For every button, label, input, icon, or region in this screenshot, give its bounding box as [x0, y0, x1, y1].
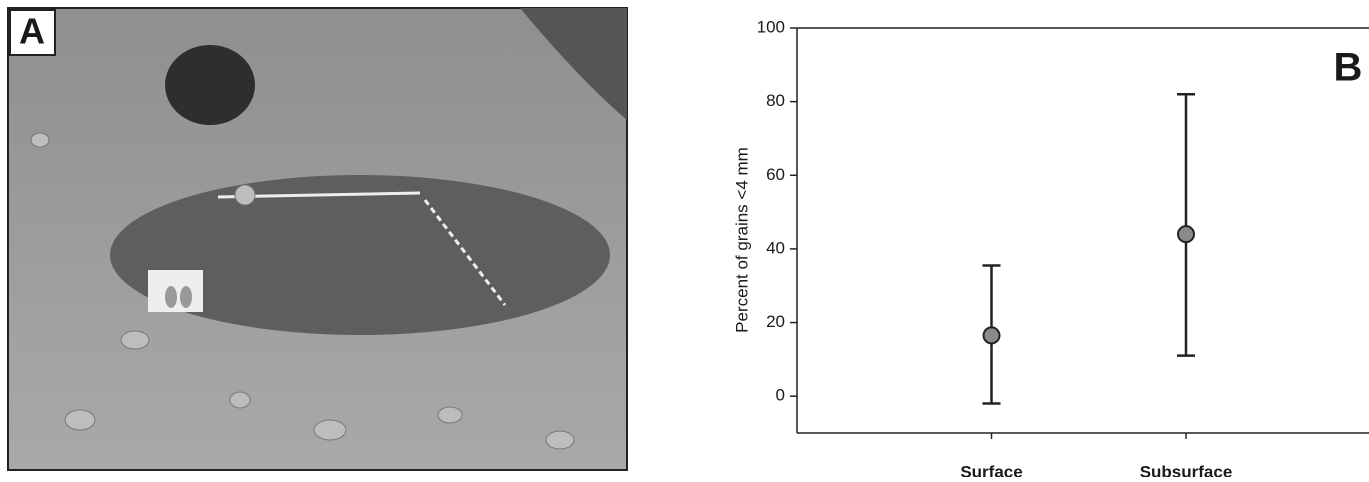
x-tick-label: Subsurface: [1140, 462, 1233, 477]
y-tick-label: 60: [766, 165, 785, 184]
photo: A: [7, 7, 628, 471]
y-tick-label: 0: [776, 386, 785, 405]
y-axis-label: Percent of grains <4 mm: [732, 147, 751, 333]
y-tick-label: 20: [766, 312, 785, 331]
y-tick-label: 80: [766, 91, 785, 110]
y-tick-label: 100: [757, 17, 785, 36]
y-tick-label: 40: [766, 238, 785, 257]
point: [1177, 225, 1195, 244]
point: [982, 326, 1001, 345]
panel-label: A: [19, 11, 45, 52]
x-tick-label: Surface: [960, 462, 1022, 477]
panel-label: B: [1334, 46, 1363, 90]
